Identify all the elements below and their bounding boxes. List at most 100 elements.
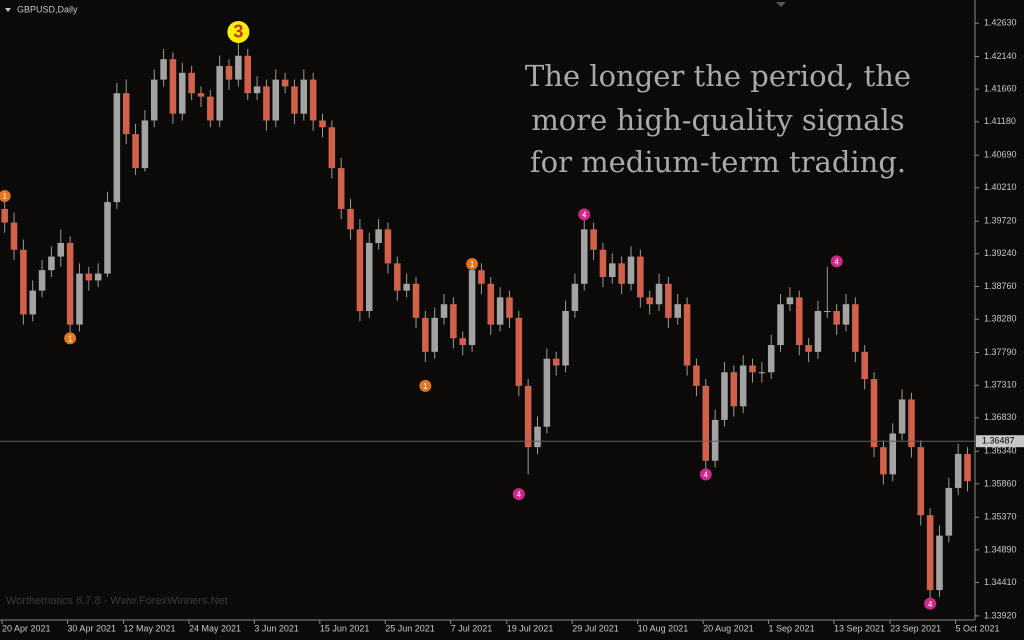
candle-body (964, 453, 971, 482)
candle-body (48, 256, 55, 271)
x-tick-label: 20 Apr 2021 (2, 623, 51, 633)
y-tick-label: 1.37310 (984, 380, 1017, 390)
y-tick-label: 1.34410 (984, 577, 1017, 587)
candle-body (777, 304, 784, 346)
candle-body (926, 515, 934, 591)
candle-body (403, 283, 410, 291)
candle-body (861, 351, 868, 380)
candle-body (646, 297, 653, 305)
signal-marker (699, 468, 712, 481)
signal-marker (830, 255, 843, 268)
y-tick-label: 1.33920 (984, 610, 1017, 620)
candle-body (244, 55, 251, 94)
x-tick-label: 30 Apr 2021 (67, 623, 116, 633)
candle-body (113, 93, 121, 203)
signal-label: 4 (928, 600, 933, 609)
y-tick-label: 1.36830 (984, 412, 1017, 422)
x-tick-label: 19 Jul 2021 (507, 623, 554, 633)
candle-body (309, 79, 317, 121)
signal-label: 1 (470, 260, 475, 269)
signal-marker (924, 597, 937, 610)
candle-body (422, 317, 429, 352)
candle-body (758, 372, 766, 374)
candle-body (412, 283, 420, 318)
y-tick-label: 1.40210 (984, 182, 1017, 192)
candle-body (468, 270, 476, 346)
candle-body (160, 59, 167, 80)
signal-marker (512, 488, 525, 501)
chart-title: GBPUSD,Daily (17, 4, 78, 14)
candle-body (665, 283, 672, 318)
candle-body (852, 304, 859, 352)
candle-body (880, 447, 887, 475)
candle-body (590, 229, 597, 250)
candle-body (85, 273, 93, 281)
current-price-box (976, 435, 1024, 448)
x-tick-label: 13 Sep 2021 (834, 623, 885, 633)
x-tick-label: 7 Jul 2021 (451, 623, 493, 633)
candle-body (898, 399, 906, 434)
candle-body (786, 297, 794, 305)
y-tick-label: 1.40690 (984, 150, 1017, 160)
signal-label: 1 (2, 192, 7, 201)
annotation: more high-quality signals (531, 103, 904, 137)
candle-body (225, 66, 233, 80)
signal-marker (419, 379, 432, 392)
signal-marker (466, 258, 479, 271)
y-tick-label: 1.37790 (984, 347, 1017, 357)
footer: Worthematics 6.7.8 - Www.ForexWinners.Ne… (6, 595, 228, 607)
candle-body (216, 66, 223, 121)
candle-body (10, 222, 18, 250)
signal-label: 4 (704, 470, 709, 479)
signal-label: 4 (517, 490, 522, 499)
candle-body (253, 86, 261, 94)
y-tick-label: 1.39720 (984, 216, 1017, 226)
candle-body (599, 249, 607, 277)
candle-body (450, 304, 457, 339)
candle-body (552, 358, 560, 366)
x-tick-label: 3 Jun 2021 (254, 623, 299, 633)
candle-body (122, 93, 130, 135)
signal-marker (64, 332, 77, 345)
candle-body (487, 283, 495, 325)
candle-body (104, 202, 111, 274)
candle-body (150, 79, 158, 121)
candle-body (627, 256, 635, 284)
y-tick-label: 1.41180 (984, 116, 1016, 126)
candle-body (272, 79, 280, 121)
candle-body (702, 385, 710, 461)
candle-body (655, 283, 663, 305)
candle-body (328, 127, 336, 169)
x-tick-label: 5 Oct 2021 (955, 623, 999, 633)
candle-body (524, 385, 532, 448)
x-tick-label: 29 Jul 2021 (572, 623, 619, 633)
candle-body (356, 229, 364, 312)
candle-body (57, 242, 65, 257)
candle-body (618, 263, 625, 284)
x-tick-label: 24 May 2021 (189, 623, 241, 633)
y-tick-label: 1.34890 (984, 544, 1017, 554)
candle-body (506, 297, 513, 318)
candle-body (179, 72, 186, 114)
candle-body (66, 242, 74, 325)
candle-body (515, 317, 523, 386)
candle-body (805, 345, 812, 352)
x-tick-label: 10 Aug 2021 (638, 623, 689, 633)
candle-body (571, 283, 579, 312)
signal-marker (578, 208, 591, 221)
candle-body (440, 304, 448, 318)
candle-body (169, 59, 177, 114)
candle-body (38, 270, 46, 291)
candle-body (20, 249, 27, 315)
candle-body (833, 311, 840, 325)
candle-body (749, 365, 756, 373)
candle-body (637, 256, 644, 298)
y-tick-label: 1.38760 (984, 281, 1017, 291)
candle-body (478, 270, 485, 284)
candle-body (263, 86, 270, 121)
y-tick-label: 1.35860 (984, 478, 1017, 488)
candle-body (767, 345, 775, 373)
candle-body (683, 304, 691, 366)
